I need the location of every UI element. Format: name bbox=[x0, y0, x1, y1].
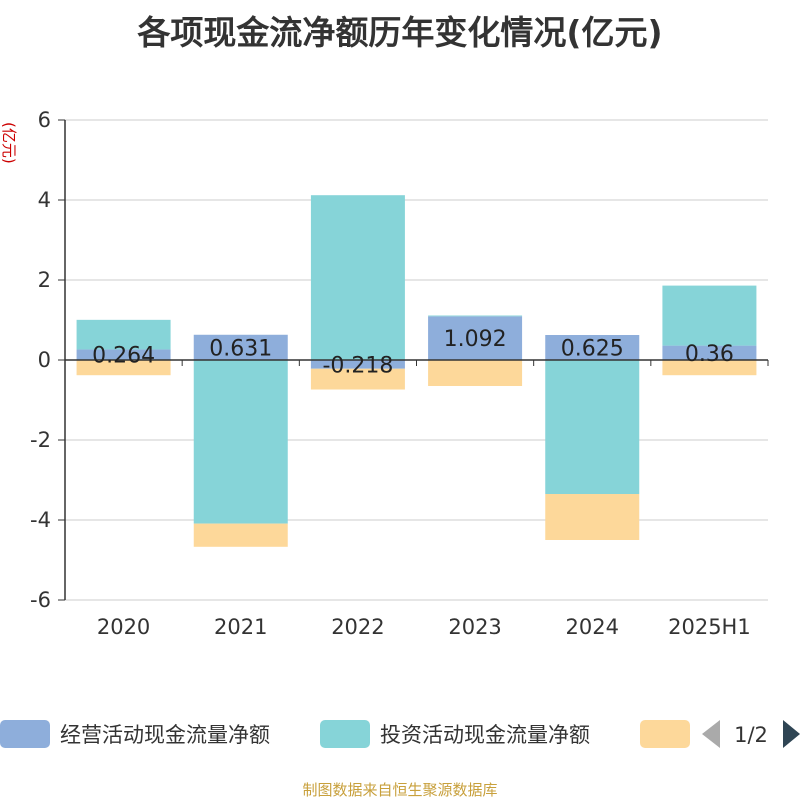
data-label: 0.631 bbox=[209, 336, 272, 361]
data-labels: 0.264 0.631 -0.218 1.092 0.625 0.36 bbox=[92, 327, 734, 378]
operating-bar bbox=[428, 316, 523, 360]
y-tick-label: -6 bbox=[30, 588, 51, 612]
x-tick-label: 2023 bbox=[448, 615, 501, 639]
legend-swatch bbox=[320, 720, 370, 748]
investing-bar bbox=[428, 315, 523, 317]
operating-bar bbox=[310, 360, 405, 369]
legend-swatch bbox=[640, 720, 690, 748]
y-axis-unit: (亿元) bbox=[0, 122, 18, 164]
legend-label: 经营活动现金流量净额 bbox=[60, 723, 270, 747]
legend-page-indicator: 1/2 bbox=[734, 723, 768, 747]
data-label: 0.625 bbox=[561, 337, 624, 362]
operating-bar bbox=[662, 345, 757, 360]
x-tick-label: 2024 bbox=[566, 615, 619, 639]
financing-bar bbox=[662, 360, 757, 376]
x-tick-label: 2022 bbox=[331, 615, 384, 639]
y-tick-label: 6 bbox=[38, 108, 51, 132]
y-tick-label: -4 bbox=[30, 508, 51, 532]
financing-bar bbox=[76, 360, 171, 376]
chart-title: 各项现金流净额历年变化情况(亿元) bbox=[137, 13, 663, 52]
legend-prev-icon[interactable] bbox=[702, 720, 720, 748]
source-note: 制图数据来自恒生聚源数据库 bbox=[302, 781, 498, 799]
y-tick-label: 4 bbox=[38, 188, 51, 212]
data-label: 0.36 bbox=[685, 342, 734, 367]
operating-bar bbox=[76, 349, 171, 360]
legend-item-financing bbox=[640, 720, 690, 748]
financing-bar bbox=[310, 368, 405, 390]
y-tick-label: -2 bbox=[30, 428, 51, 452]
legend-item-operating: 经营活动现金流量净额 bbox=[0, 720, 270, 748]
x-tick-label: 2025H1 bbox=[668, 615, 751, 639]
financing-bar bbox=[428, 360, 523, 386]
data-label: 0.264 bbox=[92, 344, 155, 369]
investing-bar bbox=[310, 195, 405, 360]
operating-bar bbox=[193, 334, 288, 360]
x-tick-label: 2021 bbox=[214, 615, 267, 639]
legend: 经营活动现金流量净额 投资活动现金流量净额 1/2 bbox=[0, 720, 800, 748]
financing-bar bbox=[545, 494, 640, 540]
investing-bar bbox=[76, 319, 171, 350]
investing-bar bbox=[545, 360, 640, 494]
x-tick-label: 2020 bbox=[97, 615, 150, 639]
grid-lines bbox=[65, 119, 768, 601]
investing-bar bbox=[193, 360, 288, 524]
data-label: -0.218 bbox=[322, 353, 393, 378]
bars bbox=[76, 195, 757, 547]
investing-bar bbox=[662, 285, 757, 346]
legend-next-icon[interactable] bbox=[783, 720, 800, 748]
legend-item-investing: 投资活动现金流量净额 bbox=[320, 720, 590, 748]
data-label: 1.092 bbox=[444, 327, 507, 352]
legend-label: 投资活动现金流量净额 bbox=[380, 723, 590, 747]
y-tick-label: 2 bbox=[38, 268, 51, 292]
legend-swatch bbox=[0, 720, 50, 748]
y-tick-label: 0 bbox=[38, 348, 51, 372]
axes: 6 4 2 0 -2 -4 -6 2020 2021 2022 2023 2024 2025H1 bbox=[30, 108, 769, 639]
operating-bar bbox=[545, 335, 640, 360]
financing-bar bbox=[193, 523, 288, 547]
